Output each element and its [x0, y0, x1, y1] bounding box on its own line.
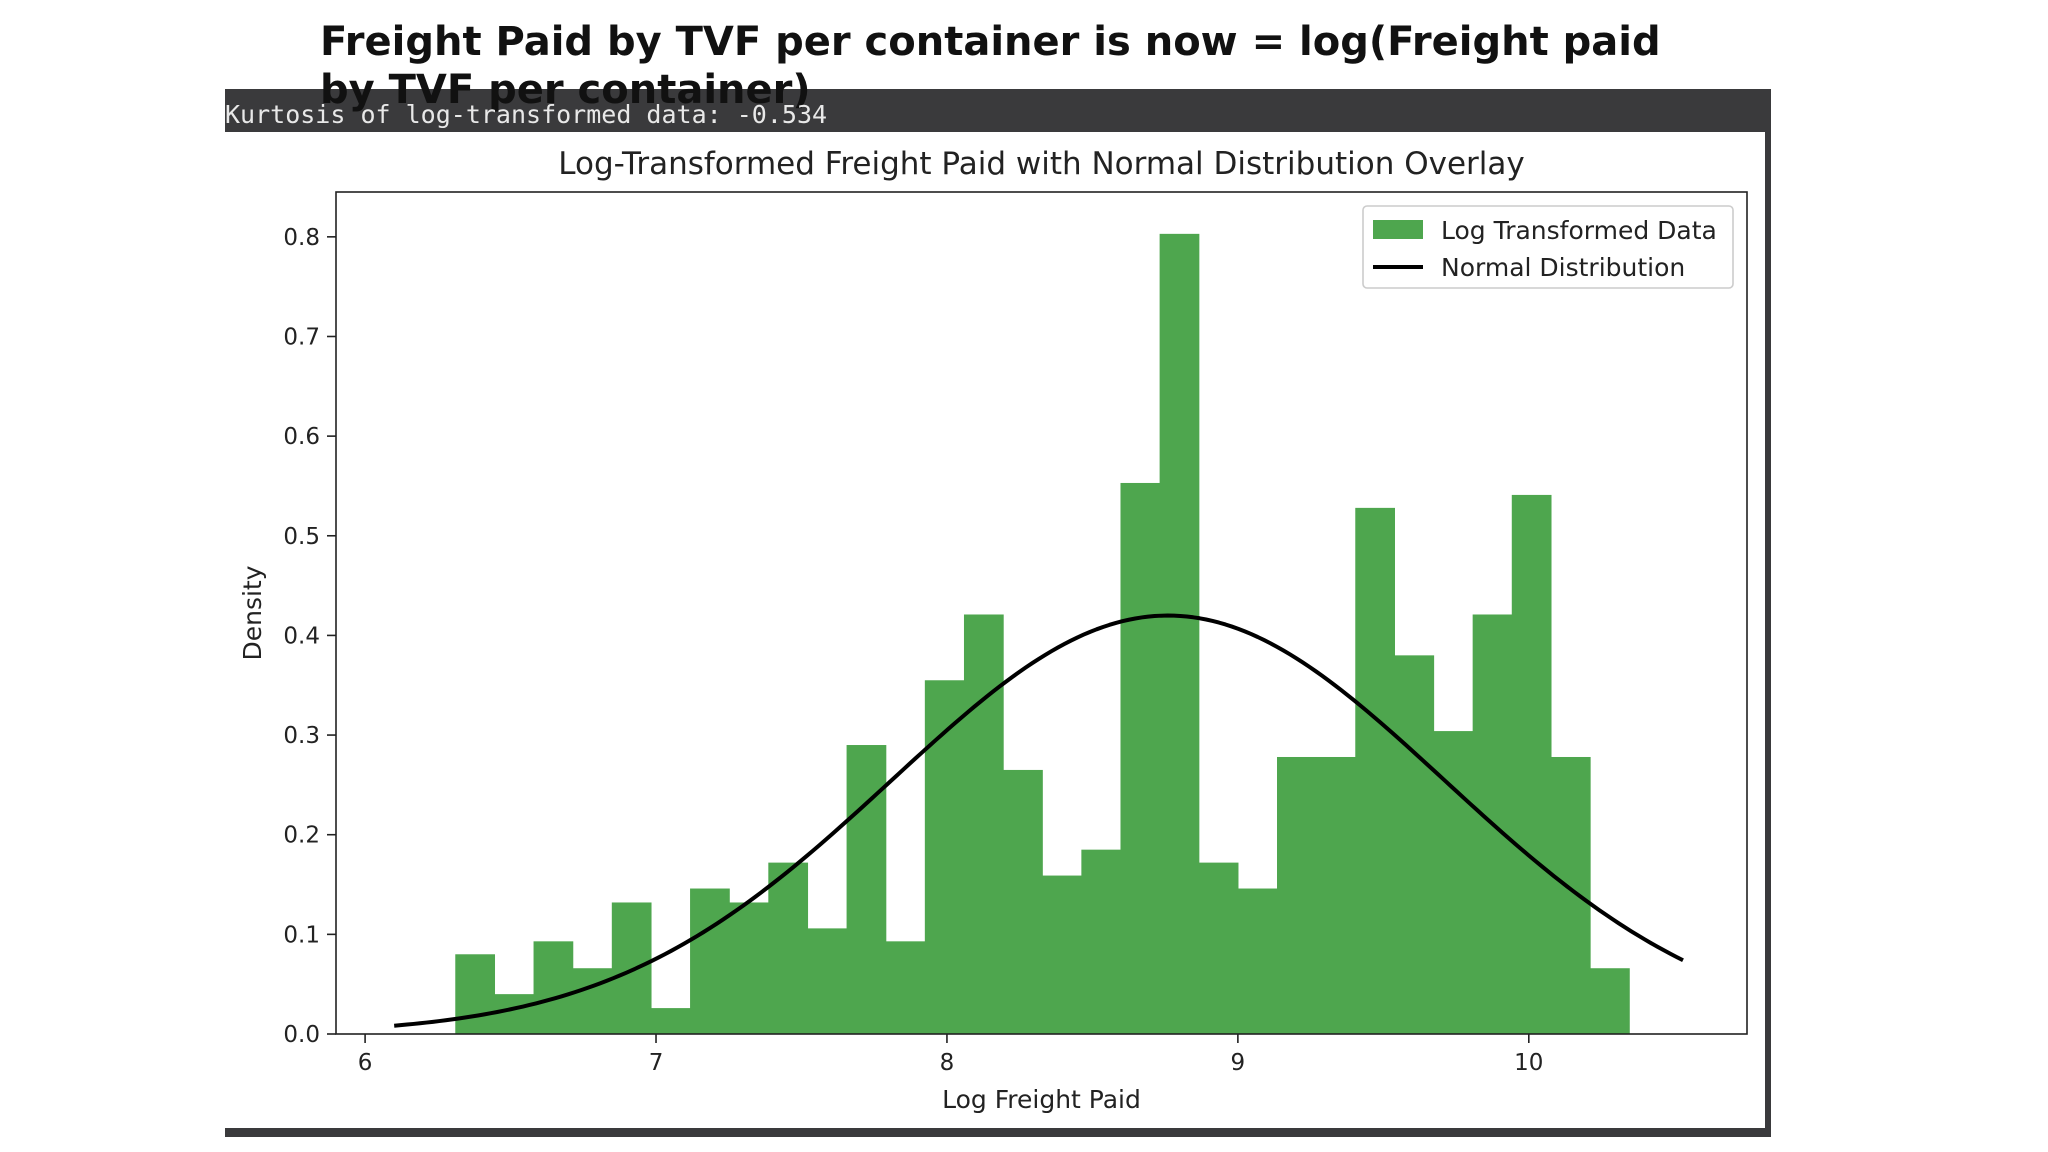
- y-tick-label: 0.1: [283, 922, 320, 948]
- histogram-bar: [924, 680, 965, 1034]
- histogram-bar: [1550, 756, 1591, 1034]
- histogram-bar: [1433, 731, 1474, 1034]
- histogram-bar: [1237, 888, 1278, 1034]
- histogram-bar: [1355, 507, 1395, 1034]
- histogram-bar: [729, 902, 769, 1034]
- x-tick-label: 9: [1231, 1050, 1246, 1076]
- histogram-bar: [1198, 862, 1239, 1034]
- slide-heading: Freight Paid by TVF per container is now…: [320, 18, 1720, 114]
- x-axis-label: Log Freight Paid: [942, 1085, 1141, 1114]
- histogram-bar: [572, 968, 613, 1034]
- histogram-bar: [1159, 233, 1200, 1035]
- y-axis-label: Density: [238, 565, 267, 660]
- y-tick-label: 0.7: [283, 324, 320, 350]
- histogram-bar: [1316, 756, 1356, 1034]
- histogram-bar: [650, 1008, 691, 1034]
- legend-label-histogram: Log Transformed Data: [1441, 216, 1717, 245]
- x-axis-ticks: 6 7 8 9 10: [358, 1034, 1543, 1076]
- y-tick-label: 0.5: [283, 524, 320, 550]
- histogram-chart: 6 7 8 9 10 0.0 0.1 0.2 0.3 0.4 0.5 0.6 0.7 0.8 Log-T…: [238, 146, 1748, 1114]
- histogram-bar: [1394, 655, 1435, 1034]
- histogram-bars: [455, 233, 1630, 1035]
- console-output: Kurtosis of log-transformed data: -0.534: [225, 100, 828, 129]
- y-tick-label: 0.6: [283, 424, 320, 450]
- x-tick-label: 8: [940, 1050, 955, 1076]
- y-tick-label: 0.3: [283, 723, 320, 749]
- legend-label-normal: Normal Distribution: [1441, 253, 1685, 282]
- histogram-bar: [807, 928, 848, 1034]
- y-axis-ticks: 0.0 0.1 0.2 0.3 0.4 0.5 0.6 0.7 0.8: [283, 225, 336, 1048]
- x-tick-label: 10: [1514, 1050, 1543, 1076]
- histogram-bar: [690, 888, 730, 1034]
- legend-swatch-histogram: [1373, 220, 1423, 239]
- axes-frame: [335, 191, 1748, 1035]
- histogram-bar: [1081, 849, 1122, 1034]
- histogram-bar: [1003, 769, 1043, 1034]
- y-tick-label: 0.4: [283, 623, 320, 649]
- x-tick-label: 7: [649, 1050, 664, 1076]
- histogram-bar: [768, 862, 809, 1034]
- normal-distribution-curve: [394, 613, 1684, 1028]
- histogram-bar: [494, 994, 535, 1034]
- chart-title: Log-Transformed Freight Paid with Normal…: [558, 146, 1524, 182]
- y-tick-label: 0.0: [283, 1022, 320, 1048]
- histogram-bar: [533, 941, 574, 1034]
- heading-prefix: Freight Paid by TVF per container is now…: [320, 19, 1300, 65]
- histogram-bar: [885, 941, 926, 1034]
- histogram-bar: [1120, 482, 1161, 1035]
- histogram-bar: [1511, 494, 1552, 1034]
- histogram-bar: [1042, 875, 1082, 1034]
- chart-legend: Log Transformed Data Normal Distribution: [1362, 205, 1734, 289]
- legend-box: [1362, 205, 1734, 289]
- histogram-bar: [1277, 756, 1317, 1034]
- heading-formula: log(Freight paid by TVF per container): [320, 19, 1661, 113]
- histogram-bar: [963, 614, 1004, 1034]
- histogram-bar: [1590, 968, 1630, 1034]
- histogram-bar: [455, 954, 496, 1034]
- y-tick-label: 0.2: [283, 823, 320, 849]
- x-tick-label: 6: [358, 1050, 373, 1076]
- y-tick-label: 0.8: [283, 225, 320, 251]
